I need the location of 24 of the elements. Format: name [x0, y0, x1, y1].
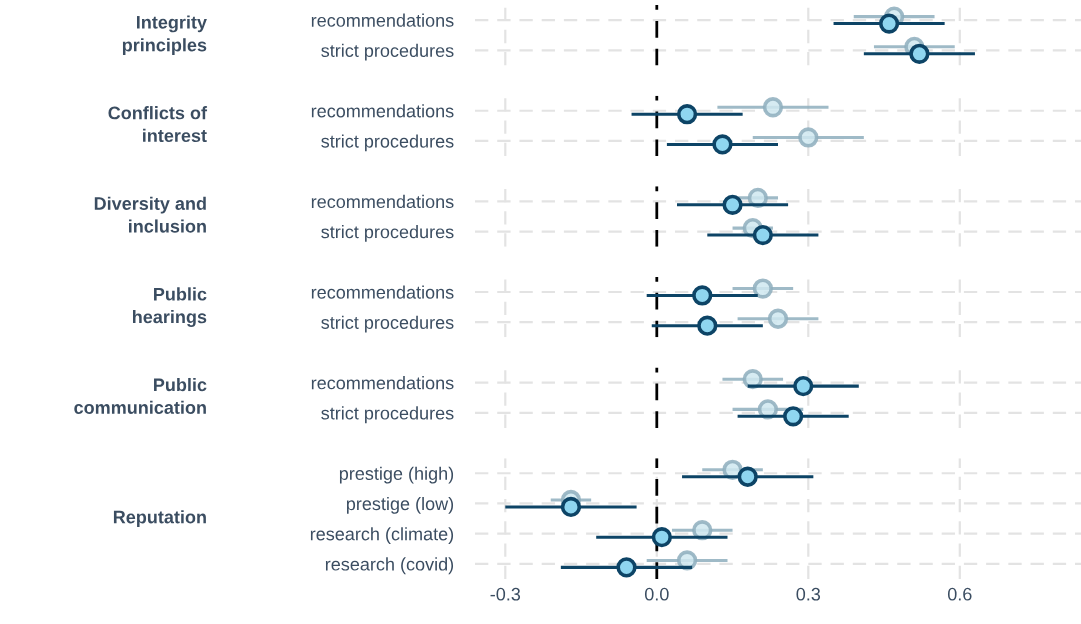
y-tick-label: recommendations — [311, 194, 454, 209]
text: Integrity principles — [122, 15, 207, 56]
y-tick-label: recommendations — [311, 104, 454, 118]
y-tick-label: strict procedures — [321, 406, 454, 424]
y-tick-label: recommendations — [311, 376, 454, 390]
y-tick-label: recommendations — [311, 13, 454, 27]
text: Public communication — [74, 377, 207, 414]
x-tick-label: 0.6 — [947, 587, 972, 601]
y-tick-label: strict procedures — [321, 43, 454, 61]
text: Reputation — [113, 510, 206, 527]
y-tick-label: strict procedures — [321, 315, 454, 333]
x-tick-label: 0.0 — [644, 587, 669, 601]
y-tick-label: strict procedures — [321, 225, 454, 242]
text: Conflicts of interest — [108, 106, 208, 143]
y-tick-label: prestige (low) — [346, 496, 454, 514]
y-tick-label: research (climate) — [310, 527, 454, 544]
y-tick-label: strict procedures — [321, 134, 454, 152]
y-tick-label: research (covid) — [325, 557, 454, 575]
x-tick-label: 0.3 — [796, 587, 821, 601]
x-tick-label: -0.3 — [490, 587, 521, 601]
y-tick-label: recommendations — [311, 285, 454, 299]
text: Public hearings — [133, 287, 207, 327]
text: Diversity and inclusion — [94, 196, 206, 233]
y-tick-label: prestige (high) — [339, 466, 454, 484]
